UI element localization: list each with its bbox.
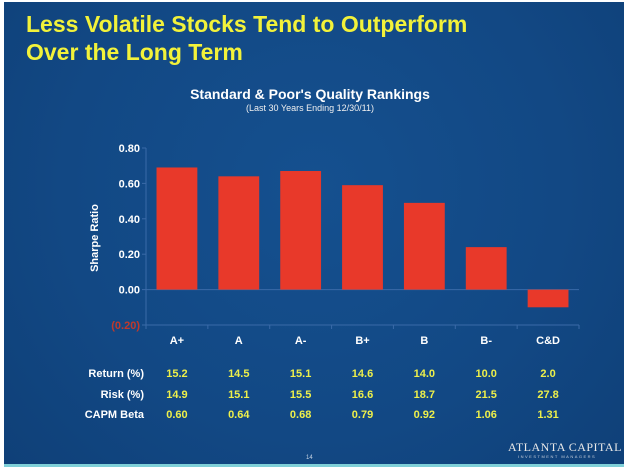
table-row-label: Risk (%) xyxy=(100,389,144,401)
table-cell: 27.8 xyxy=(537,389,559,401)
bar-b xyxy=(403,202,445,290)
table-row-label: CAPM Beta xyxy=(84,409,144,421)
bar-b xyxy=(465,247,507,290)
x-category-label: C&D xyxy=(536,335,560,347)
title-line-1: Less Volatile Stocks Tend to Outperform xyxy=(26,11,468,37)
table-cell: 0.64 xyxy=(228,409,250,421)
y-tick-label: 0.00 xyxy=(119,285,140,297)
x-category-label: B xyxy=(420,335,428,347)
table-cell: 2.0 xyxy=(540,368,556,380)
x-category-label: B- xyxy=(480,335,492,347)
table-cell: 14.0 xyxy=(413,368,436,380)
company-logo: ATLANTA CAPITAL xyxy=(508,440,622,454)
y-tick-label: 0.40 xyxy=(119,214,140,226)
slide-bottom-border xyxy=(4,464,624,467)
table-cell: 14.6 xyxy=(351,368,374,380)
slide-title: Less Volatile Stocks Tend to Outperform … xyxy=(26,10,467,66)
y-tick-label: 0.80 xyxy=(119,143,140,155)
company-logo-subtitle: INVESTMENT MANAGERS xyxy=(518,454,597,459)
title-line-2: Over the Long Term xyxy=(26,39,243,65)
page-number: 14 xyxy=(306,455,313,461)
table-cell: 16.6 xyxy=(351,389,374,401)
y-tick-label: (0.20) xyxy=(111,320,140,332)
x-category-label: A+ xyxy=(170,335,184,347)
table-cell: 14.5 xyxy=(228,368,250,380)
table-cell: 1.06 xyxy=(475,409,497,421)
x-category-label: A- xyxy=(295,335,307,347)
table-cell: 0.79 xyxy=(351,409,374,421)
table-cell: 0.68 xyxy=(289,409,312,421)
table-cell: 15.1 xyxy=(228,389,250,401)
bar-a xyxy=(280,171,322,290)
table-cell: 15.1 xyxy=(289,368,312,380)
x-category-label: B+ xyxy=(355,335,369,347)
table-cell: 15.5 xyxy=(289,389,312,401)
table-row-label: Return (%) xyxy=(88,368,144,380)
table-cell: 18.7 xyxy=(413,389,436,401)
y-axis-label: Sharpe Ratio xyxy=(89,204,101,272)
table-cell: 0.92 xyxy=(413,409,436,421)
y-tick-label: 0.20 xyxy=(119,249,140,261)
chart-subtitle: (Last 30 Years Ending 12/30/11) xyxy=(246,103,374,113)
table-cell: 21.5 xyxy=(475,389,497,401)
table-cell: 10.0 xyxy=(475,368,497,380)
table-cell: 15.2 xyxy=(166,368,188,380)
y-tick-label: 0.60 xyxy=(119,178,140,190)
table-cell: 1.31 xyxy=(537,409,559,421)
bar-b xyxy=(342,185,383,290)
chart-title: Standard & Poor's Quality Rankings xyxy=(190,86,430,102)
x-category-label: A xyxy=(235,335,243,347)
table-cell: 0.60 xyxy=(166,409,188,421)
table-cell: 14.9 xyxy=(166,389,188,401)
bar-c-d xyxy=(527,289,569,308)
bar-a xyxy=(218,176,260,290)
bar-a xyxy=(156,167,198,290)
